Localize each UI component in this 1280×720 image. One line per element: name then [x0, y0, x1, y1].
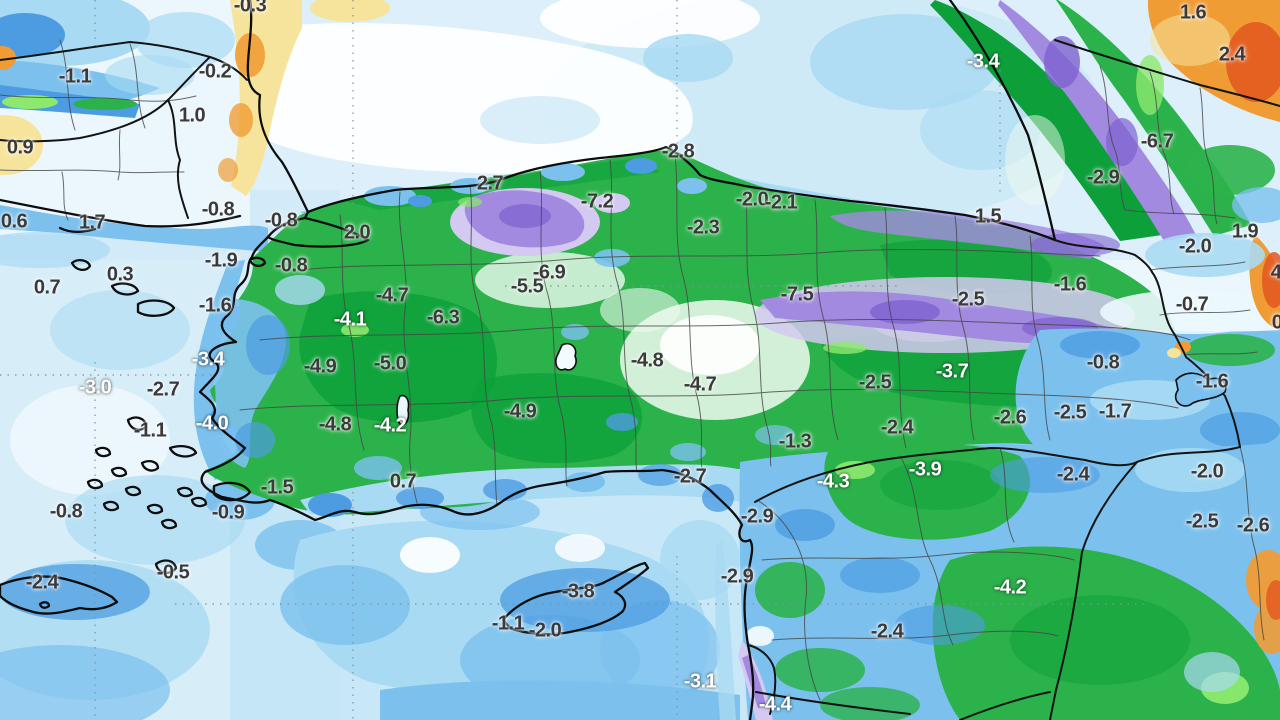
- lake-egirdir: [396, 394, 410, 426]
- lake-van: [1174, 372, 1227, 407]
- coastlines: [0, 0, 1057, 720]
- anatolia-fills: [205, 150, 1184, 517]
- lakes: [396, 342, 1227, 426]
- southeast-fills: [715, 442, 1280, 720]
- mediterranean-fills: [280, 494, 740, 720]
- country-borders: [0, 39, 1280, 720]
- lake-tuz: [555, 342, 577, 371]
- balkans-fills: [0, 0, 302, 268]
